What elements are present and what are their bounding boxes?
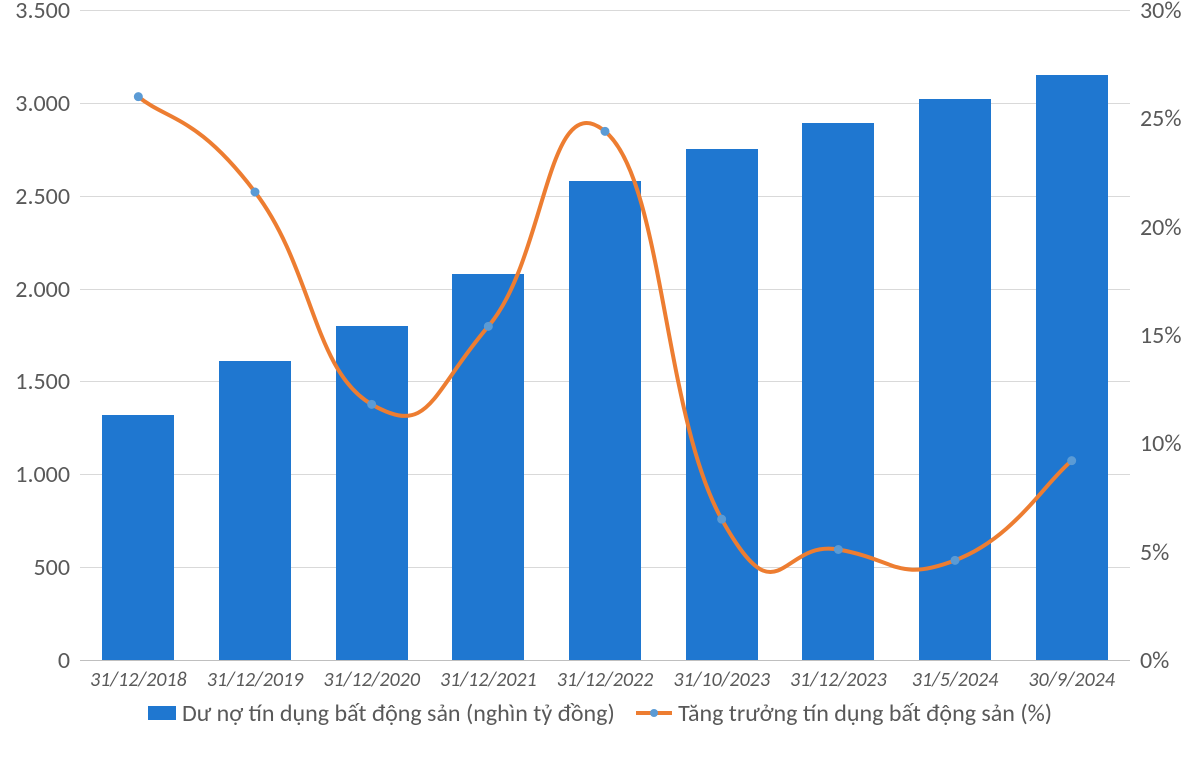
line-marker (368, 400, 376, 408)
legend-bar-swatch (148, 706, 176, 720)
x-tick-label: 31/12/2022 (557, 668, 654, 692)
x-tick-label: 31/12/2020 (323, 668, 420, 692)
legend-bar-label: Dư nợ tín dụng bất động sản (nghìn tỷ đồ… (182, 699, 615, 728)
line-marker (834, 546, 842, 554)
line-marker (718, 515, 726, 523)
line-series (0, 0, 1200, 757)
x-tick-label: 31/12/2023 (790, 668, 887, 692)
line-path (138, 97, 1071, 572)
line-marker (134, 93, 142, 101)
legend: Dư nợ tín dụng bất động sản (nghìn tỷ đồ… (0, 698, 1200, 728)
x-tick-label: 31/12/2021 (440, 668, 537, 692)
x-tick-label: 31/5/2024 (912, 668, 998, 692)
x-tick-label: 31/12/2018 (90, 668, 187, 692)
legend-line-label: Tăng trưởng tín dụng bất động sản (%) (678, 699, 1052, 728)
x-tick-label: 31/12/2019 (207, 668, 304, 692)
line-marker (601, 127, 609, 135)
legend-line-swatch (636, 706, 672, 720)
line-marker (951, 556, 959, 564)
line-marker (484, 322, 492, 330)
x-tick-label: 31/10/2023 (673, 668, 770, 692)
combo-chart: 05001.0001.5002.0002.5003.0003.500 0%5%1… (0, 0, 1200, 757)
line-marker (251, 188, 259, 196)
x-tick-label: 30/9/2024 (1028, 668, 1114, 692)
line-marker (1068, 457, 1076, 465)
legend-item-line: Tăng trưởng tín dụng bất động sản (%) (636, 699, 1052, 728)
legend-item-bar: Dư nợ tín dụng bất động sản (nghìn tỷ đồ… (148, 699, 615, 728)
